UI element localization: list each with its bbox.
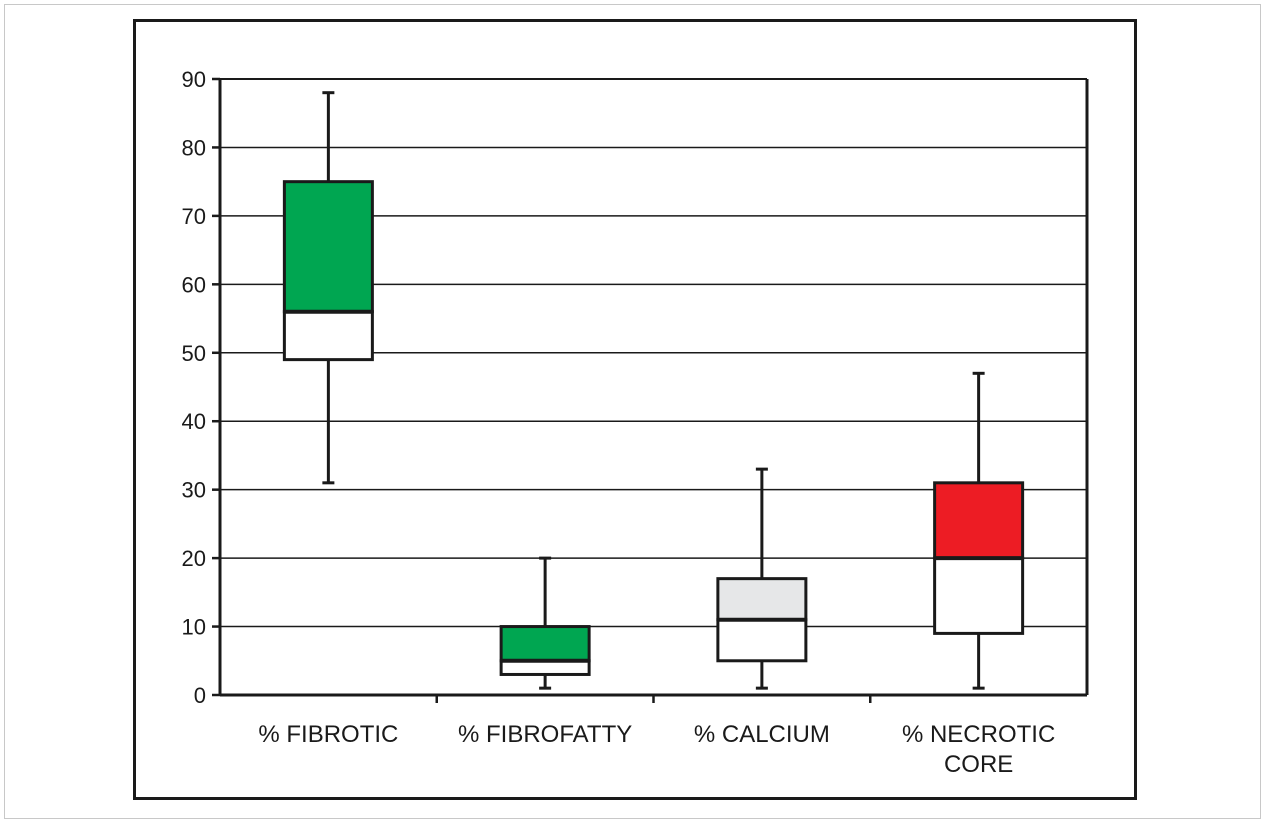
box-lower-quartile [282, 310, 374, 362]
box-series [282, 91, 1025, 690]
y-axis-ticks: 0 10 20 30 40 50 60 70 80 90 [182, 67, 220, 708]
y-tick-label: 50 [182, 341, 206, 366]
y-tick-label: 40 [182, 409, 206, 434]
x-category-label: % FIBROFATTY [458, 721, 632, 748]
y-tick-label: 80 [182, 135, 206, 160]
y-tick-label: 70 [182, 204, 206, 229]
box-upper-quartile [716, 577, 808, 622]
x-category-label: % CALCIUM [694, 721, 830, 748]
y-tick-label: 20 [182, 546, 206, 571]
x-category-label: % NECROTIC CORE [902, 721, 1055, 778]
chart-frame [133, 19, 1137, 800]
y-tick-label: 30 [182, 478, 206, 503]
x-axis-labels: % FIBROTIC % FIBROFATTY % CALCIUM % NECROTI… [258, 721, 1055, 778]
y-tick-label: 60 [182, 272, 206, 297]
y-tick-label: 10 [182, 615, 206, 640]
box-upper-quartile [499, 625, 591, 663]
box-1 [282, 91, 374, 485]
y-tick-label: 90 [182, 67, 206, 92]
box-upper-quartile [282, 180, 374, 314]
box-4 [933, 371, 1025, 690]
box-lower-quartile [933, 556, 1025, 635]
box-upper-quartile [933, 481, 1025, 560]
x-category-label: % FIBROTIC [258, 721, 398, 748]
box-lower-quartile [499, 659, 591, 676]
box-2 [499, 556, 591, 690]
box-3 [716, 467, 808, 690]
y-tick-label: 0 [194, 683, 206, 708]
axes [218, 78, 1089, 703]
box-lower-quartile [716, 618, 808, 663]
